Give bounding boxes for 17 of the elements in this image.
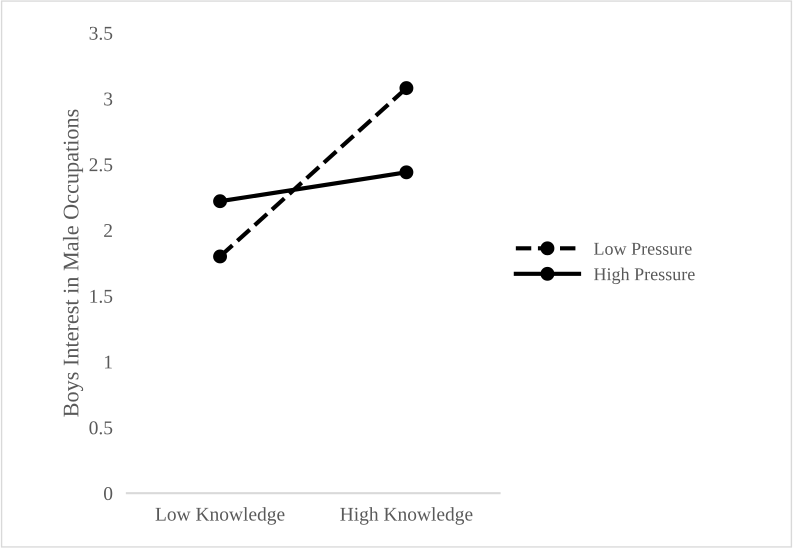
legend-label: High Pressure xyxy=(594,268,695,284)
y-tick-label: 0.5 xyxy=(89,421,112,434)
y-tick-label: 2 xyxy=(104,224,112,237)
y-axis-title: Boys Interest in Male Occupations xyxy=(62,110,84,417)
x-tick-label: High Knowledge xyxy=(340,507,472,525)
y-tick-label: 3 xyxy=(104,92,112,106)
point xyxy=(399,165,414,180)
point xyxy=(399,81,414,96)
point xyxy=(213,250,227,264)
point xyxy=(213,194,227,208)
legend-label: Low Pressure xyxy=(594,242,692,255)
y-tick-label: 1 xyxy=(104,356,112,368)
y-tick-label: 3.5 xyxy=(90,26,112,40)
y-tick-label: 2.5 xyxy=(90,158,112,172)
x-tick-label: Low Knowledge xyxy=(156,507,284,525)
y-tick-label: 1.5 xyxy=(90,290,112,303)
y-tick-label: 0 xyxy=(104,487,112,500)
